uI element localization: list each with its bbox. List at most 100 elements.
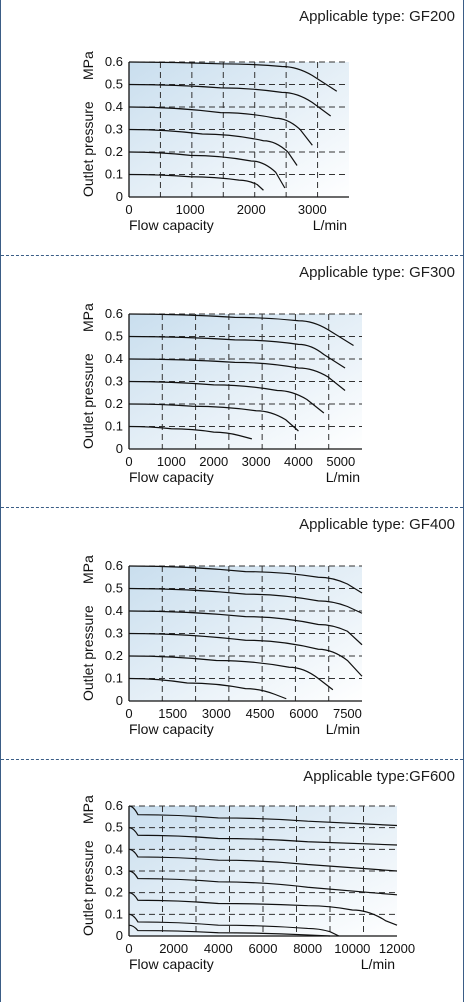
- x-tick-label: 6000: [249, 941, 278, 956]
- x-axis-unit: L/min: [361, 956, 395, 972]
- y-tick-label: 0: [116, 693, 123, 708]
- y-axis-label: Outlet pressure: [80, 353, 96, 449]
- chart-svg: 0 0.1 0.2 0.3 0.4 0.5 0.6 0 1500 3000 4500 6000 7500…: [80, 555, 363, 737]
- series-line-4: [128, 380, 325, 414]
- y-tick-label: 0.3: [105, 122, 123, 137]
- y-tick-label: 0.5: [105, 581, 123, 596]
- y-axis-label: Outlet pressure: [80, 840, 96, 936]
- x-tick-label: 6000: [289, 706, 318, 721]
- y-tick-label: 0.1: [105, 167, 123, 182]
- chart-svg: 0 0.1 0.2 0.3 0.4 0.5 0.6 0 1000 2000 3000 4000 5000…: [80, 303, 362, 485]
- series-line-2: [128, 83, 332, 117]
- x-axis-unit: L/min: [326, 469, 360, 485]
- x-tick-label: 4500: [246, 706, 275, 721]
- series-line-3: [128, 358, 346, 391]
- chart-panel: Applicable type:GF600 0 0.1 0.2 0.3 0.4 0.5 0.6…: [1, 760, 463, 1002]
- x-axis-unit: L/min: [326, 721, 360, 737]
- y-tick-label: 0.1: [105, 419, 123, 434]
- series-line-1: [128, 61, 338, 92]
- y-tick-label: 0: [116, 441, 123, 456]
- series-line-5: [128, 151, 286, 189]
- series-line-3: [128, 610, 363, 646]
- y-tick-label: 0.2: [105, 885, 123, 900]
- x-tick-label: 0: [125, 454, 132, 469]
- x-tick-label: 10000: [334, 941, 370, 956]
- series-line-1: [128, 565, 363, 594]
- y-axis-unit: MPa: [80, 555, 96, 584]
- y-tick-label: 0.3: [105, 374, 123, 389]
- y-tick-label: 0.3: [105, 863, 123, 878]
- y-axis-unit: MPa: [80, 795, 96, 824]
- x-tick-label: 0: [125, 202, 132, 217]
- series-line-4: [128, 128, 298, 166]
- y-tick-label: 0.4: [105, 603, 123, 618]
- y-axis-label: Outlet pressure: [80, 605, 96, 701]
- series-line-7: [128, 924, 331, 937]
- x-tick-label: 1000: [176, 202, 205, 217]
- x-tick-label: 12000: [379, 941, 415, 956]
- series-line-4: [128, 870, 398, 896]
- y-tick-label: 0.2: [105, 396, 123, 411]
- chart-svg: 0 0.1 0.2 0.3 0.4 0.5 0.6 0 1000 2000 3000 Flow cap…: [80, 51, 349, 233]
- y-tick-label: 0.2: [105, 144, 123, 159]
- series-line-3: [128, 848, 398, 872]
- x-axis-label: Flow capacity: [129, 721, 214, 737]
- x-tick-label: 2000: [159, 941, 188, 956]
- y-tick-label: 0.4: [105, 99, 123, 114]
- y-tick-label: 0.6: [105, 798, 123, 813]
- x-tick-label: 3000: [242, 454, 271, 469]
- x-tick-label: 7500: [333, 706, 362, 721]
- series-line-2: [128, 335, 346, 369]
- x-tick-label: 2000: [199, 454, 228, 469]
- x-axis-label: Flow capacity: [129, 217, 214, 233]
- x-tick-label: 5000: [326, 454, 355, 469]
- y-axis-unit: MPa: [80, 303, 96, 332]
- y-tick-label: 0.6: [105, 306, 123, 321]
- chart-title: Applicable type:GF600: [303, 768, 455, 785]
- chart-title: Applicable type: GF300: [299, 264, 455, 281]
- y-tick-label: 0.6: [105, 54, 123, 69]
- x-tick-label: 3000: [202, 706, 231, 721]
- series-line-6: [128, 913, 340, 937]
- series-line-4: [128, 632, 363, 677]
- y-tick-label: 0.4: [105, 351, 123, 366]
- chart-panel: Applicable type: GF300 0 0.1 0.2 0.3 0.4 0.5 0.…: [1, 256, 463, 507]
- y-axis-label: Outlet pressure: [80, 101, 96, 197]
- x-tick-label: 1500: [158, 706, 187, 721]
- x-axis-unit: L/min: [313, 217, 347, 233]
- series-line-3: [128, 106, 313, 146]
- series-line-5: [128, 403, 299, 432]
- y-tick-label: 0.5: [105, 329, 123, 344]
- x-axis-label: Flow capacity: [129, 956, 214, 972]
- y-tick-label: 0.5: [105, 77, 123, 92]
- series-line-2: [128, 587, 363, 614]
- y-tick-label: 0.2: [105, 648, 123, 663]
- series-line-1: [128, 805, 398, 827]
- y-tick-label: 0.6: [105, 558, 123, 573]
- y-tick-label: 0.1: [105, 671, 123, 686]
- series-line-6: [128, 425, 253, 440]
- chart-panel: Applicable type: GF400 0 0.1 0.2 0.3 0.4 0.5 0.…: [1, 508, 463, 759]
- x-tick-label: 0: [125, 706, 132, 721]
- chart-svg: 0 0.1 0.2 0.3 0.4 0.5 0.6 0 2000 4000 6000 8000 1000…: [80, 795, 415, 972]
- y-tick-label: 0.4: [105, 841, 123, 856]
- series-line-5: [128, 655, 334, 691]
- x-tick-label: 2000: [237, 202, 266, 217]
- x-axis-label: Flow capacity: [129, 469, 214, 485]
- y-axis-unit: MPa: [80, 51, 96, 80]
- x-tick-label: 3000: [298, 202, 327, 217]
- y-tick-label: 0.5: [105, 820, 123, 835]
- series-line-1: [128, 313, 354, 347]
- chart-title: Applicable type: GF200: [299, 8, 455, 25]
- series-line-6: [128, 677, 287, 700]
- y-tick-label: 0: [116, 928, 123, 943]
- chart-title: Applicable type: GF400: [299, 516, 455, 533]
- x-tick-label: 8000: [293, 941, 322, 956]
- y-tick-label: 0: [116, 189, 123, 204]
- series-line-2: [128, 827, 398, 846]
- x-tick-label: 4000: [284, 454, 313, 469]
- x-tick-label: 4000: [204, 941, 233, 956]
- y-tick-label: 0.1: [105, 906, 123, 921]
- panel-divider: [1, 255, 463, 256]
